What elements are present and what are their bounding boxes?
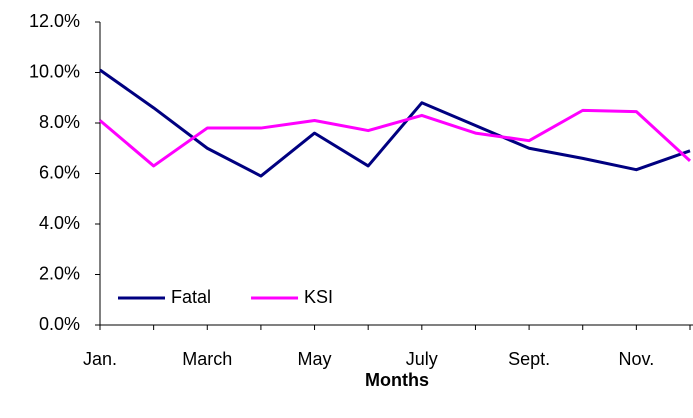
y-tick-label: 4.0% [39, 213, 80, 233]
y-tick-label: 2.0% [39, 263, 80, 283]
y-tick-label: 8.0% [39, 112, 80, 132]
y-tick-label: 0.0% [39, 314, 80, 334]
x-tick-label: Nov. [619, 349, 655, 369]
x-tick-label: Sept. [508, 349, 550, 369]
y-tick-label: 6.0% [39, 162, 80, 182]
series-line [99, 108, 692, 168]
x-tick-label: May [298, 349, 332, 369]
x-tick-label: July [406, 349, 438, 369]
series-line [99, 68, 691, 178]
y-tick-label: 12.0% [29, 11, 80, 31]
legend-label: KSI [304, 287, 333, 307]
y-tick-label: 10.0% [29, 61, 80, 81]
x-axis-label: Months [365, 370, 429, 390]
legend-label: Fatal [171, 287, 211, 307]
x-tick-label: March [182, 349, 232, 369]
x-tick-label: Jan. [83, 349, 117, 369]
